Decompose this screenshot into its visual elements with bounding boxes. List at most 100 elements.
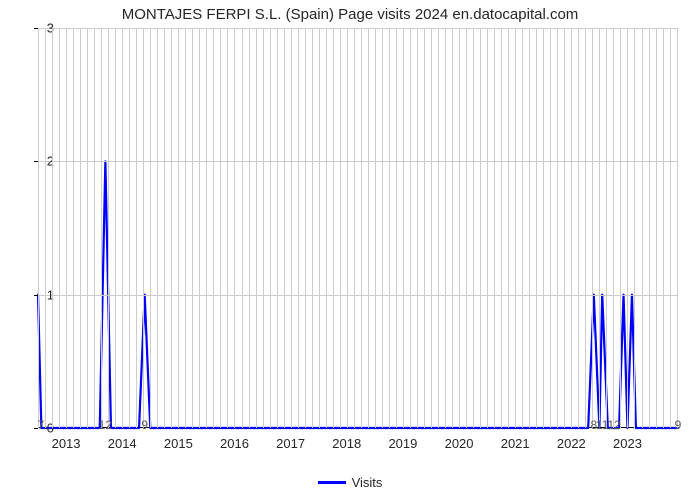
vgrid-line: [115, 28, 116, 428]
vgrid-line: [564, 28, 565, 428]
vgrid-line: [578, 28, 579, 428]
vgrid-line: [52, 28, 53, 428]
vgrid-line: [375, 28, 376, 428]
vgrid-line: [592, 28, 593, 428]
vgrid-line: [220, 28, 221, 428]
vgrid-line: [284, 28, 285, 428]
vgrid-line: [298, 28, 299, 428]
legend-swatch: [318, 481, 346, 484]
vgrid-line: [150, 28, 151, 428]
vgrid-line: [368, 28, 369, 428]
vgrid-line: [550, 28, 551, 428]
vgrid-line: [185, 28, 186, 428]
xtick-year-label: 2022: [557, 436, 586, 451]
xtick-year-label: 2020: [445, 436, 474, 451]
vgrid-line: [613, 28, 614, 428]
vgrid-line: [206, 28, 207, 428]
vgrid-line: [642, 28, 643, 428]
vgrid-line: [38, 28, 39, 428]
vgrid-line: [599, 28, 600, 428]
vgrid-line: [473, 28, 474, 428]
vgrid-line: [403, 28, 404, 428]
vgrid-line: [178, 28, 179, 428]
xtick-year-label: 2018: [332, 436, 361, 451]
vgrid-line: [501, 28, 502, 428]
vgrid-line: [382, 28, 383, 428]
vgrid-line: [326, 28, 327, 428]
vgrid-line: [620, 28, 621, 428]
x-annotation: 7: [37, 418, 44, 432]
x-annotation: 9: [141, 418, 148, 432]
vgrid-line: [585, 28, 586, 428]
ytick-label: 1: [24, 287, 54, 302]
vgrid-line: [480, 28, 481, 428]
vgrid-line: [543, 28, 544, 428]
vgrid-line: [234, 28, 235, 428]
vgrid-line: [417, 28, 418, 428]
vgrid-line: [242, 28, 243, 428]
vgrid-line: [249, 28, 250, 428]
vgrid-line: [466, 28, 467, 428]
x-annotation: 12: [99, 418, 112, 432]
vgrid-line: [157, 28, 158, 428]
vgrid-line: [494, 28, 495, 428]
xtick-year-label: 2014: [108, 436, 137, 451]
vgrid-line: [45, 28, 46, 428]
vgrid-line: [143, 28, 144, 428]
vgrid-line: [319, 28, 320, 428]
vgrid-line: [634, 28, 635, 428]
vgrid-line: [677, 28, 678, 428]
vgrid-line: [389, 28, 390, 428]
xtick-year-label: 2023: [613, 436, 642, 451]
xtick-year-label: 2016: [220, 436, 249, 451]
vgrid-line: [305, 28, 306, 428]
vgrid-line: [515, 28, 516, 428]
vgrid-line: [227, 28, 228, 428]
xtick-year-label: 2021: [501, 436, 530, 451]
vgrid-line: [80, 28, 81, 428]
xtick-year-label: 2017: [276, 436, 305, 451]
vgrid-line: [396, 28, 397, 428]
vgrid-line: [627, 28, 628, 428]
vgrid-line: [270, 28, 271, 428]
vgrid-line: [340, 28, 341, 428]
vgrid-line: [347, 28, 348, 428]
vgrid-line: [171, 28, 172, 428]
vgrid-line: [557, 28, 558, 428]
hgrid-line: [38, 295, 678, 296]
vgrid-line: [424, 28, 425, 428]
vgrid-line: [59, 28, 60, 428]
ytick-label: 3: [24, 21, 54, 36]
xtick-year-label: 2013: [52, 436, 81, 451]
vgrid-line: [649, 28, 650, 428]
vgrid-line: [459, 28, 460, 428]
vgrid-line: [438, 28, 439, 428]
vgrid-line: [536, 28, 537, 428]
vgrid-line: [122, 28, 123, 428]
vgrid-line: [508, 28, 509, 428]
legend-label: Visits: [352, 475, 383, 490]
vgrid-line: [213, 28, 214, 428]
vgrid-line: [66, 28, 67, 428]
vgrid-line: [73, 28, 74, 428]
xtick-year-label: 2015: [164, 436, 193, 451]
vgrid-line: [663, 28, 664, 428]
vgrid-line: [312, 28, 313, 428]
vgrid-line: [431, 28, 432, 428]
vgrid-line: [452, 28, 453, 428]
vgrid-line: [87, 28, 88, 428]
ytick-label: 2: [24, 154, 54, 169]
vgrid-line: [108, 28, 109, 428]
vgrid-line: [256, 28, 257, 428]
vgrid-line: [606, 28, 607, 428]
vgrid-line: [277, 28, 278, 428]
hgrid-line: [38, 161, 678, 162]
vgrid-line: [94, 28, 95, 428]
vgrid-line: [101, 28, 102, 428]
vgrid-line: [136, 28, 137, 428]
vgrid-line: [291, 28, 292, 428]
chart-title: MONTAJES FERPI S.L. (Spain) Page visits …: [0, 6, 700, 23]
vgrid-line: [487, 28, 488, 428]
chart-container: MONTAJES FERPI S.L. (Spain) Page visits …: [0, 0, 700, 500]
vgrid-line: [670, 28, 671, 428]
